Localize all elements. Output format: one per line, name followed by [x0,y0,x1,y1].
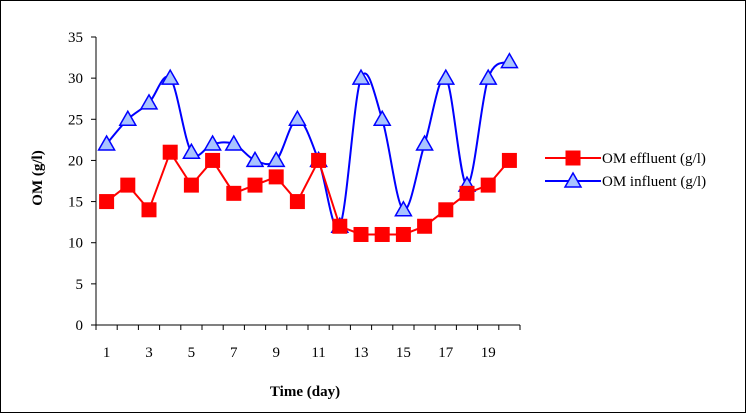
y-tick-label: 30 [68,71,83,87]
data-point-effluent [417,218,433,234]
x-tick-label: 9 [272,345,280,361]
data-point-effluent [205,152,221,168]
x-tick-label: 1 [103,345,111,361]
legend-swatch-marker [565,150,581,166]
y-tick-label: 0 [76,318,84,334]
data-point-influent [478,68,498,85]
data-point-effluent [353,226,369,242]
data-point-effluent [459,185,475,201]
data-point-influent [139,93,159,110]
y-tick-label: 25 [68,112,83,128]
data-point-effluent [374,226,390,242]
data-point-effluent [289,194,305,210]
data-point-influent [203,134,222,151]
data-point-effluent [141,202,157,218]
data-point-influent [351,68,371,85]
data-point-influent [160,68,180,85]
data-point-influent [288,109,307,127]
data-point-effluent [438,202,454,218]
data-point-influent [266,150,286,168]
data-point-influent [415,134,434,151]
x-axis: 1 3 5 7 9 11 13 15 17 19 [95,324,521,361]
data-point-effluent [501,152,517,168]
series-layer [97,52,519,242]
data-point-influent [182,142,201,159]
y-axis-title: OM (g/l) [30,150,46,205]
legend: OM effluent (g/l) OM influent (g/l) [545,150,706,190]
data-point-influent [224,134,244,151]
data-point-influent [394,200,413,217]
legend-item-influent: OM influent (g/l) [545,171,706,190]
data-point-effluent [99,194,115,210]
data-point-effluent [183,177,199,193]
x-tick-label: 7 [230,345,238,361]
data-point-effluent [480,177,496,193]
legend-item-effluent: OM effluent (g/l) [545,150,706,167]
y-tick-label: 5 [76,277,84,293]
data-point-effluent [226,185,242,201]
data-point-effluent [120,177,136,193]
data-point-effluent [268,169,284,185]
x-tick-label: 11 [311,345,325,361]
x-tick-label: 3 [145,345,153,361]
data-point-effluent [332,218,348,234]
data-point-effluent [395,226,411,242]
y-tick-label: 15 [68,195,83,211]
y-tick-label: 35 [68,30,83,46]
x-tick-label: 5 [188,345,196,361]
x-tick-label: 15 [396,345,411,361]
legend-label-effluent: OM effluent (g/l) [602,151,706,167]
data-point-influent [118,109,138,127]
legend-swatch-marker [563,171,583,188]
y-tick-label: 10 [68,236,83,252]
series-effluent [99,144,517,242]
x-tick-label: 19 [481,345,496,361]
x-tick-label: 13 [354,345,369,361]
data-point-influent [372,109,392,127]
data-point-influent [97,134,116,151]
legend-label-influent: OM influent (g/l) [602,174,706,190]
x-tick-label: 17 [438,345,454,361]
data-point-effluent [162,144,178,160]
data-point-influent [245,150,265,168]
x-axis-title: Time (day) [270,384,340,400]
data-point-effluent [311,152,327,168]
data-point-influent [436,68,456,85]
data-point-effluent [247,177,263,193]
y-axis: 0 5 10 15 20 25 30 35 [68,30,97,334]
data-point-influent [500,52,519,69]
y-tick-label: 20 [68,153,83,169]
